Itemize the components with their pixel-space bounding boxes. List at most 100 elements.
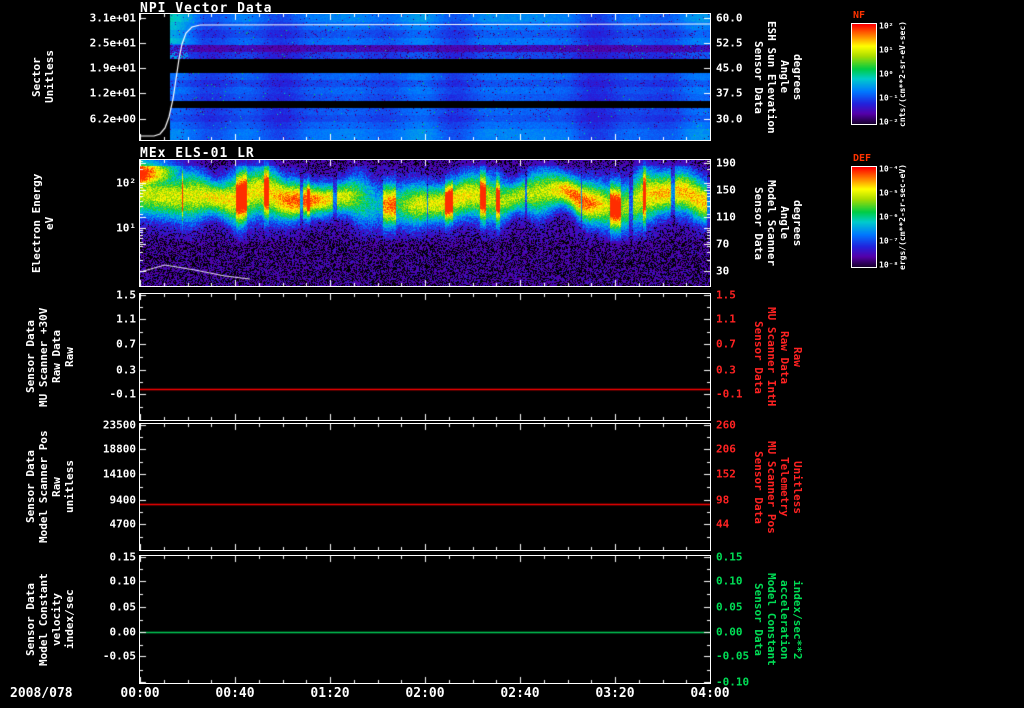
y-tick-right-model-constant-velocity-1: 0.10 (716, 574, 743, 588)
colorbar-tick-NF-4: 10⁻² (879, 117, 899, 127)
y-axis-label-line: Model Constant (765, 573, 778, 666)
y-axis-label-line: Raw Data (50, 330, 63, 384)
y-tick-right-npi-vector-data-3: 37.5 (716, 86, 743, 100)
y-axis-label-left-mu-scanner-30v: Sensor Data MU Scanner +30V Raw Data Raw (24, 294, 76, 420)
colorbar-tick-DEF-3: 10⁻⁷ (879, 236, 899, 246)
y-tick-left-npi-vector-data-2: 1.9e+01 (89, 61, 136, 75)
y-tick-right-mu-scanner-30v-0: 1.5 (716, 288, 736, 302)
y-axis-label-line: Model Scanner Pos (37, 430, 50, 544)
y-tick-right-model-constant-velocity-3: 0.00 (716, 625, 743, 639)
y-tick-right-mu-scanner-30v-1: 1.1 (716, 312, 736, 326)
y-axis-label-line: eV (43, 216, 56, 230)
y-axis-label-line: Raw (63, 347, 76, 367)
y-tick-right-mu-scanner-30v-3: 0.3 (716, 363, 736, 377)
colorbar-frame-NF (851, 23, 877, 125)
y-axis-label-line: Raw Data (778, 330, 791, 384)
y-axis-label-line: unitless (63, 460, 76, 514)
y-tick-right-npi-vector-data-0: 60.0 (716, 11, 743, 25)
y-tick-left-npi-vector-data-0: 3.1e+01 (89, 11, 136, 25)
y-tick-left-npi-vector-data-1: 2.5e+01 (89, 36, 136, 50)
y-axis-label-line: Angle (778, 206, 791, 240)
colorbar-NF (852, 24, 876, 124)
y-tick-right-els-spectrogram-4: 30 (716, 264, 730, 278)
y-tick-left-npi-vector-data-3: 1.2e+01 (89, 86, 136, 100)
y-axis-label-line: Sensor Data (752, 450, 765, 524)
panel2-title: MEx ELS-01 LR (140, 146, 255, 161)
y-tick-left-model-constant-velocity-1: 0.10 (109, 574, 137, 588)
y-tick-left-mu-scanner-30v-4: -0.1 (109, 387, 137, 401)
y-axis-label-right-model-constant-velocity: Sensor Data Model Constant acceleration ind… (752, 556, 804, 683)
y-tick-right-npi-vector-data-1: 52.5 (716, 36, 743, 50)
y-axis-label-line: Unitless (791, 460, 804, 514)
y-tick-left-els-spectrogram-0: 10² (116, 176, 136, 190)
lineplot-model-scanner-pos (140, 424, 710, 550)
y-axis-label-line: degrees (791, 53, 804, 101)
y-tick-right-npi-vector-data-4: 30.0 (716, 112, 743, 126)
y-tick-right-model-scanner-pos-2: 152 (716, 467, 736, 481)
y-axis-label-line: Sector (30, 57, 43, 97)
y-tick-left-model-constant-velocity-0: 0.15 (109, 550, 137, 564)
panel-frame-els-spectrogram (139, 159, 711, 287)
y-axis-label-line: velocity (50, 593, 63, 646)
lineplot-model-constant-velocity (140, 556, 710, 683)
colorbar-tick-DEF-0: 10⁻⁴ (879, 164, 899, 174)
y-axis-label-line: Model Scanner (765, 179, 778, 267)
colorbar-tick-NF-1: 10¹ (879, 45, 894, 55)
y-tick-left-npi-vector-data-4: 6.2e+00 (89, 112, 136, 126)
y-axis-label-line: Angle (778, 60, 791, 94)
y-tick-right-mu-scanner-30v-4: -0.1 (716, 387, 743, 401)
y-tick-left-mu-scanner-30v-1: 1.1 (116, 312, 136, 326)
colorbar-DEF (852, 167, 876, 267)
spectrogram-els-spectrogram (140, 160, 710, 286)
y-tick-right-els-spectrogram-1: 150 (716, 183, 736, 197)
y-tick-right-mu-scanner-30v-2: 0.7 (716, 337, 736, 351)
y-axis-label-line: Raw (50, 477, 63, 497)
y-tick-right-els-spectrogram-3: 70 (716, 237, 730, 251)
y-axis-label-line: Unitless (43, 50, 56, 104)
colorbar-tick-NF-0: 10² (879, 21, 894, 31)
y-tick-right-npi-vector-data-2: 45.0 (716, 61, 743, 75)
y-tick-right-els-spectrogram-2: 110 (716, 210, 736, 224)
y-tick-left-els-spectrogram-1: 10¹ (116, 221, 136, 235)
y-axis-label-line: Electron Energy (30, 173, 43, 273)
y-axis-label-right-els-spectrogram: Sensor Data Model Scanner Angle degrees (752, 160, 804, 286)
y-tick-left-model-scanner-pos-0: 23500 (102, 418, 136, 432)
x-tick-label-3: 02:00 (405, 686, 445, 701)
colorbar-frame-DEF (851, 166, 877, 268)
y-tick-right-model-constant-velocity-4: -0.05 (716, 649, 750, 663)
y-axis-label-line: Sensor Data (24, 450, 37, 524)
x-axis-date-label: 2008/078 (10, 686, 73, 701)
y-axis-label-left-model-scanner-pos: Sensor Data Model Scanner Pos Raw unitless (24, 424, 76, 550)
y-tick-left-model-scanner-pos-4: 4700 (109, 517, 137, 531)
y-tick-left-model-constant-velocity-4: -0.05 (102, 649, 136, 663)
y-axis-label-line: MU Scanner Pos (765, 440, 778, 534)
colorbar-title-DEF: DEF (853, 153, 872, 164)
y-tick-right-model-constant-velocity-2: 0.05 (716, 600, 743, 614)
y-axis-label-right-npi-vector-data: Sensor Data ESH Sun Elevation Angle degrees (752, 14, 804, 140)
colorbar-tick-NF-3: 10⁻¹ (879, 93, 899, 103)
y-tick-left-model-scanner-pos-2: 14100 (102, 467, 136, 481)
x-tick-label-6: 04:00 (690, 686, 730, 701)
y-tick-left-model-scanner-pos-3: 9400 (109, 493, 137, 507)
x-tick-label-1: 00:40 (215, 686, 255, 701)
y-axis-label-line: Sensor Data (752, 186, 765, 260)
y-axis-label-line: Sensor Data (752, 583, 765, 656)
colorbar-title-NF: NF (853, 10, 866, 21)
y-tick-right-model-scanner-pos-0: 260 (716, 418, 736, 432)
y-axis-label-line: ESH Sun Elevation (765, 20, 778, 134)
y-axis-label-line: index/sec (63, 589, 76, 650)
colorbar-tick-NF-2: 10⁰ (879, 69, 894, 79)
y-axis-label-line: Telemetry (778, 457, 791, 517)
y-tick-right-model-scanner-pos-1: 206 (716, 442, 736, 456)
y-tick-right-model-constant-velocity-0: 0.15 (716, 550, 743, 564)
panel-frame-model-constant-velocity (139, 555, 711, 684)
x-tick-label-0: 00:00 (120, 686, 160, 701)
y-axis-label-line: MU Scanner IntH (765, 307, 778, 407)
y-tick-left-mu-scanner-30v-2: 0.7 (116, 337, 136, 351)
y-tick-left-model-constant-velocity-2: 0.05 (109, 600, 137, 614)
y-axis-label-line: degrees (791, 199, 804, 247)
colorbar-tick-DEF-2: 10⁻⁶ (879, 212, 899, 222)
colorbar-units-NF: cnts/(cm**2-sr-eV-sec) (898, 21, 907, 127)
y-axis-label-right-model-scanner-pos: Sensor Data MU Scanner Pos Telemetry Unitle… (752, 424, 804, 550)
